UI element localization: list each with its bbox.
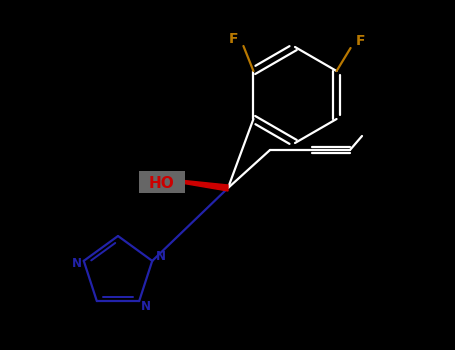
Polygon shape [184,181,228,191]
Text: F: F [229,32,238,46]
Text: HO: HO [149,175,175,190]
Text: N: N [141,300,151,313]
FancyBboxPatch shape [139,171,185,193]
Text: F: F [356,34,365,48]
Text: N: N [72,257,82,271]
Text: N: N [156,250,166,264]
